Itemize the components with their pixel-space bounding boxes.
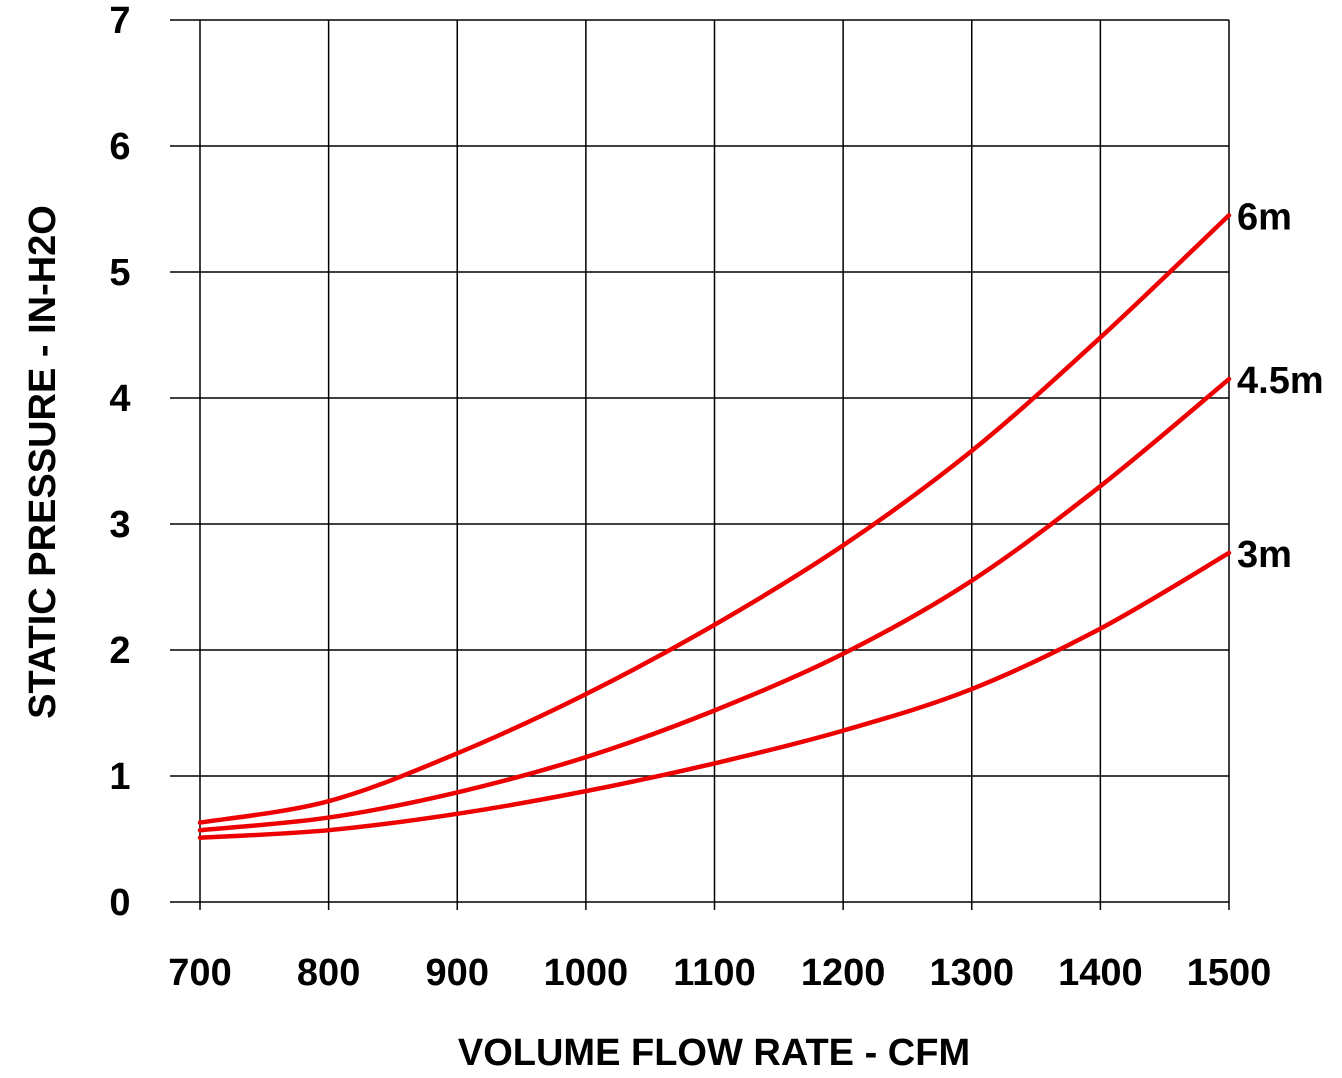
series-line-4-5m [197,376,1232,833]
y-tick-label-3: 3 [109,504,130,546]
x-tick-label-1000: 1000 [544,952,629,994]
x-tick-label-1200: 1200 [801,952,886,994]
series-line-6m [197,213,1232,825]
y-tick-label-0: 0 [109,882,130,924]
y-tick-label-5: 5 [109,252,130,294]
y-tick-label-7: 7 [109,0,130,42]
series-line-3m [197,550,1232,840]
y-tick-label-1: 1 [109,756,130,798]
y-axis-title: STATIC PRESSURE - IN-H2O [22,205,64,719]
y-tick-label-4: 4 [109,378,130,420]
y-tick-label-6: 6 [109,126,130,168]
x-tick-label-1100: 1100 [673,952,755,994]
x-tick-label-1400: 1400 [1058,952,1143,994]
x-tick-label-900: 900 [426,952,489,994]
series-label-6m: 6m [1237,196,1292,238]
y-tick-label-2: 2 [109,630,130,672]
series-label-3m: 3m [1237,534,1292,576]
x-tick-label-1300: 1300 [929,952,1014,994]
grid [170,19,1230,910]
x-tick-label-800: 800 [297,952,360,994]
series-label-4-5m: 4.5m [1237,360,1324,402]
x-tick-label-1500: 1500 [1187,952,1272,994]
x-axis-title: VOLUME FLOW RATE - CFM [458,1032,970,1074]
labels-group: 700 800 900 1000 1100 1200 1300 1400 1500 0 1 2 3 4 5 6… [109,0,1323,994]
x-tick-label-700: 700 [168,952,231,994]
series-group [197,213,1232,840]
